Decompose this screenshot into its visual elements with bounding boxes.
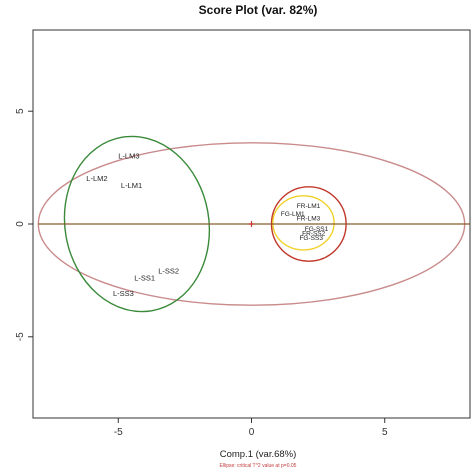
point-fr-lm3: FR-LM3 (297, 216, 321, 223)
y-axis-ticks: -5 0 5 (15, 108, 33, 341)
y-tick-label: 0 (15, 221, 26, 227)
ellipse-group-L (63, 135, 211, 313)
x-tick-label: 5 (382, 427, 388, 438)
point-l-ss3: L-SS3 (113, 289, 134, 298)
point-fg-lm1: FG-LM1 (281, 211, 305, 218)
point-fr-ss2: FR-SS2 (302, 230, 326, 237)
point-fg-ss1: FG-SS1 (305, 226, 329, 233)
y-tick-label: -5 (15, 332, 26, 341)
point-l-lm1: L-LM1 (121, 181, 142, 190)
x-axis-label: Comp.1 (var.68%) (220, 449, 297, 460)
x-tick-label: 0 (249, 427, 255, 438)
point-fg-ss3: FG-SS3 (299, 235, 323, 242)
axis-lines-layer (38, 221, 470, 227)
point-l-ss1: L-SS1 (134, 273, 155, 282)
point-fr-lm1: FR-LM1 (297, 203, 321, 210)
x-tick-label: -5 (114, 427, 123, 438)
x-axis-ticks: -5 0 5 (114, 418, 388, 438)
point-l-lm3: L-LM3 (118, 152, 139, 161)
point-l-ss2: L-SS2 (158, 267, 179, 276)
ellipse-group-FG-yellow (272, 195, 335, 251)
ellipse-caption: Ellipse: critical T^2 value at p=0.05 (220, 463, 297, 469)
point-l-lm2: L-LM2 (86, 174, 107, 183)
y-tick-label: 5 (15, 108, 26, 114)
chart-title: Score Plot (var. 82%) (199, 3, 318, 17)
